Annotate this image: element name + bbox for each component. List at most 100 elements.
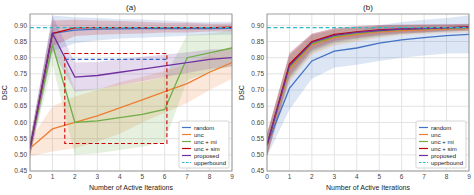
y-tick-label: 0.55 [14, 135, 27, 142]
x-tick-label: 7 [422, 173, 426, 180]
y-tick-label: 0.75 [14, 70, 27, 77]
x-tick-label: 3 [96, 173, 100, 180]
y-tick-label: 0.45 [251, 167, 264, 174]
x-tick-label: 3 [333, 173, 337, 180]
legend-label: random [194, 125, 214, 131]
legend-handle [182, 162, 191, 163]
x-tick-label: 8 [208, 173, 212, 180]
grid [267, 14, 469, 171]
x-tick-label: 1 [288, 173, 292, 180]
y-tick-label: 0.80 [251, 54, 264, 61]
legend-handle [182, 134, 191, 135]
zoom-box [65, 53, 167, 143]
annotation-segment [65, 59, 167, 60]
legend-label: unc + mi [194, 139, 217, 145]
grid [30, 14, 232, 171]
y-tick-label: 0.55 [251, 135, 264, 142]
x-tick-label: 4 [118, 173, 122, 180]
y-tick-label: 0.75 [251, 70, 264, 77]
title: (a) [126, 3, 136, 12]
x-axis-label: Number of Active Iterations [326, 184, 411, 191]
series-line [30, 63, 232, 149]
std-band [267, 24, 469, 156]
x-tick-label: 6 [163, 173, 167, 180]
x-tick-label: 0 [265, 173, 269, 180]
y-tick-label: 0.80 [14, 54, 27, 61]
plot-area [30, 16, 232, 157]
legend-handle [419, 155, 428, 156]
legend-handle [419, 134, 428, 135]
x-tick-label: 5 [377, 173, 381, 180]
legend-handle [419, 148, 428, 149]
series-line [267, 29, 469, 146]
upperbound-line [267, 27, 469, 28]
std-band [267, 24, 469, 156]
x-tick-label: 0 [28, 173, 32, 180]
legend-label: unc + sim [194, 146, 220, 152]
series-line [30, 27, 232, 148]
legend: randomuncunc + miunc + simproposedupperb… [179, 121, 229, 168]
series-line [267, 27, 469, 145]
legend: randomuncunc + miunc + simproposedupperb… [416, 121, 466, 168]
background [0, 0, 474, 195]
upperbound-line [30, 27, 232, 28]
y-tick-label: 0.85 [251, 38, 264, 45]
x-tick-label: 7 [185, 173, 189, 180]
title: (b) [363, 3, 373, 12]
y-tick-label: 0.45 [14, 167, 27, 174]
x-tick-label: 8 [445, 173, 449, 180]
std-band [30, 16, 232, 157]
legend-label: unc [431, 132, 441, 138]
std-band [267, 16, 469, 157]
y-tick-label: 0.50 [251, 151, 264, 158]
panel: 0.450.500.550.600.650.700.750.800.850.90… [238, 3, 471, 191]
legend-label: proposed [431, 153, 456, 159]
y-tick-label: 0.70 [251, 86, 264, 93]
y-axis-label: DSC [1, 85, 8, 100]
std-band [267, 24, 469, 157]
x-tick-label: 4 [355, 173, 359, 180]
series-line [267, 34, 469, 145]
legend-label: unc + sim [431, 146, 457, 152]
series-line [267, 28, 469, 146]
series-line [30, 28, 232, 148]
plot-frame [267, 14, 469, 171]
y-tick-label: 0.65 [251, 102, 264, 109]
legend-handle [182, 127, 191, 128]
legend-handle [182, 141, 191, 142]
y-grid-line [267, 106, 469, 107]
plot-area [267, 16, 469, 157]
plot-frame [30, 14, 232, 171]
std-band [30, 16, 232, 157]
x-tick-label: 9 [230, 173, 234, 180]
chart-root: 0.45 0.50 0.55 0.60 0.65 0.70 0.75 0.80 0.85 0.90… [0, 0, 474, 195]
x-axis-label: Number of Active Iterations [89, 184, 174, 191]
legend-handle [419, 162, 428, 163]
legend-handle [182, 148, 191, 149]
std-band [267, 25, 469, 157]
x-tick-label: 5 [140, 173, 144, 180]
x-tick-label: 9 [467, 173, 471, 180]
legend-label: proposed [194, 153, 219, 159]
legend-box [416, 121, 466, 168]
x-tick-label: 1 [51, 173, 55, 180]
legend-label: unc [194, 132, 204, 138]
legend-label: upperbound [431, 160, 463, 166]
legend-handle [182, 155, 191, 156]
legend-label: upperbound [194, 160, 226, 166]
y-tick-label: 0.85 [14, 38, 27, 45]
y-tick-label: 0.60 [14, 119, 27, 126]
y-tick-label: 0.90 [251, 22, 264, 29]
legend-handle [419, 127, 428, 128]
x-tick-label: 2 [73, 173, 77, 180]
series-line [267, 27, 469, 145]
panel: 0.450.500.550.600.650.700.750.800.850.90… [1, 3, 234, 191]
y-tick-label: 0.65 [14, 102, 27, 109]
y-tick-label: 0.50 [14, 151, 27, 158]
y-axis-label: DSC [238, 85, 245, 100]
legend-label: random [431, 125, 451, 131]
x-tick-label: 6 [400, 173, 404, 180]
legend-label: unc + mi [431, 139, 454, 145]
y-tick-label: 0.90 [14, 22, 27, 29]
series-line [30, 33, 232, 148]
